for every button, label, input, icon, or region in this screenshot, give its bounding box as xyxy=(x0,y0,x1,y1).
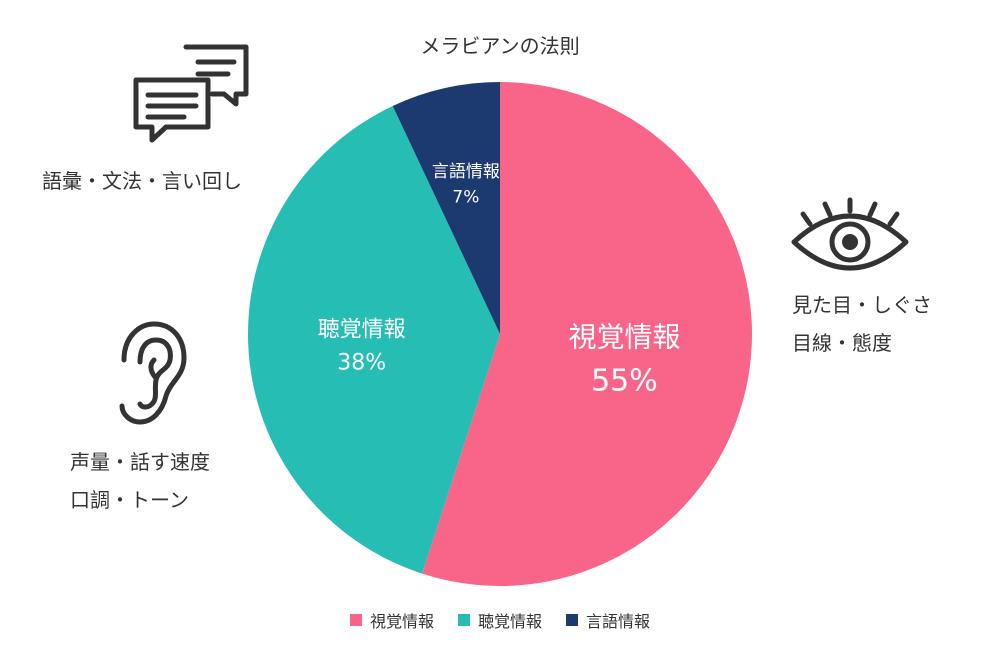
chat-bubbles-icon xyxy=(133,44,249,143)
visual-annotation-line: 見た目・しぐさ xyxy=(792,293,932,317)
ear-icon xyxy=(119,321,187,425)
eye-icon xyxy=(791,197,909,271)
slice-label: 言語情報 xyxy=(432,162,500,182)
chart-title: メラビアンの法則 xyxy=(420,34,580,58)
visual-annotation: 見た目・しぐさ 目線・態度 xyxy=(792,286,932,362)
vocal-annotation-line: 声量・話す速度 xyxy=(70,450,210,474)
slice-value-label: 55% xyxy=(591,364,658,399)
visual-annotation-line: 目線・態度 xyxy=(792,331,892,355)
legend-item: 視覚情報 xyxy=(349,608,434,632)
slice-label: 聴覚情報 xyxy=(318,318,406,343)
slice-label: 視覚情報 xyxy=(568,320,680,353)
legend-label: 言語情報 xyxy=(586,612,651,631)
pie-slice xyxy=(392,82,500,334)
vocal-annotation-line: 口調・トーン xyxy=(70,488,189,512)
legend-swatch xyxy=(566,614,578,626)
verbal-annotation-line: 語彙・文法・言い回し xyxy=(42,169,242,193)
legend-item: 言語情報 xyxy=(566,608,650,632)
slice-value-label: 7% xyxy=(452,188,479,208)
legend-label: 聴覚情報 xyxy=(477,612,542,631)
verbal-annotation: 語彙・文法・言い回し xyxy=(42,162,242,200)
legend-swatch xyxy=(349,614,362,626)
pie-slice xyxy=(247,105,500,574)
legend-item: 聴覚情報 xyxy=(457,608,542,632)
pie-slice xyxy=(422,82,752,586)
legend: 視覚情報 聴覚情報 言語情報 xyxy=(0,608,1000,632)
legend-label: 視覚情報 xyxy=(369,612,434,631)
vocal-annotation: 声量・話す速度 口調・トーン xyxy=(70,443,210,519)
legend-swatch xyxy=(457,614,470,626)
slice-value-label: 38% xyxy=(337,351,386,376)
